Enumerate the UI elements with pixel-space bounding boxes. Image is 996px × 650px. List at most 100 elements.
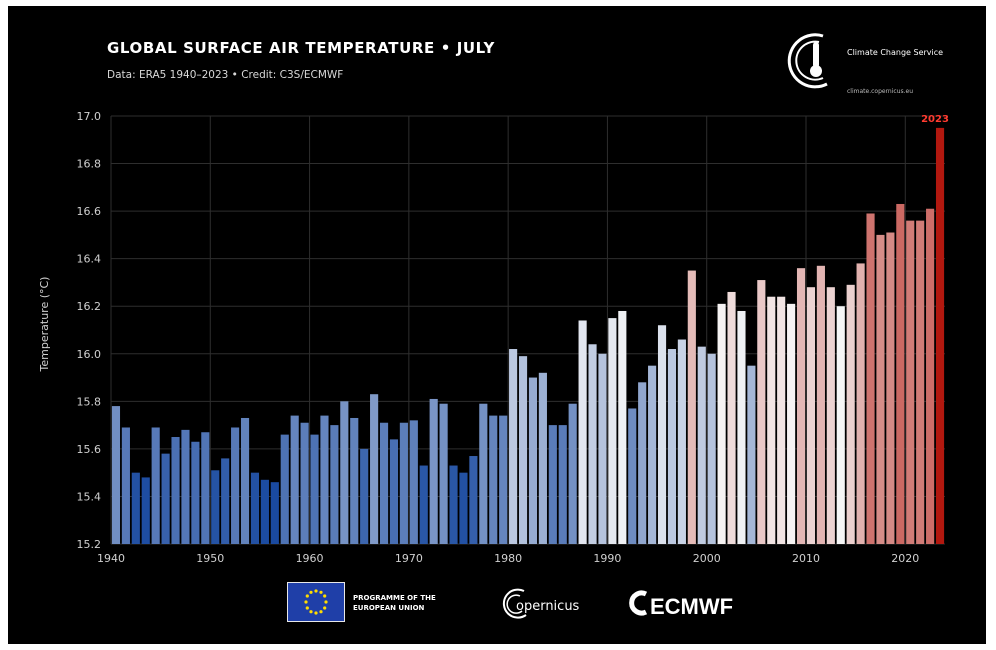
bar-1943	[141, 477, 150, 544]
bar-2019	[896, 203, 905, 544]
bar-1963	[340, 401, 349, 544]
bar-2000	[707, 353, 716, 544]
bar-1951	[221, 458, 230, 544]
eu-flag-icon	[287, 582, 345, 622]
bar-1973	[439, 403, 448, 544]
bar-2002	[727, 291, 736, 544]
bar-1947	[181, 429, 190, 544]
bar-1986	[568, 403, 577, 544]
y-tick-label: 16.4	[77, 253, 102, 266]
bar-1993	[638, 382, 647, 544]
bar-2008	[787, 303, 796, 544]
bar-1974	[449, 465, 458, 544]
x-tick-label: 1940	[97, 552, 125, 565]
climate-change-service-logo: Climate Change Service climate.copernicu…	[783, 24, 973, 104]
bar-1964	[350, 417, 359, 544]
bar-2010	[806, 287, 816, 544]
y-tick-label: 15.8	[77, 395, 102, 408]
bar-1981	[518, 356, 528, 544]
bar-1976	[469, 456, 478, 544]
x-tick-label: 1960	[296, 552, 324, 565]
bar-1996	[667, 349, 677, 544]
bar-2006	[767, 296, 776, 544]
bar-1982	[528, 377, 538, 544]
bar-1971	[419, 465, 428, 544]
x-tick-label: 2010	[792, 552, 820, 565]
bar-1975	[459, 472, 468, 544]
bar-1960	[310, 434, 319, 544]
bar-1949	[201, 432, 210, 544]
x-tick-label: 1950	[196, 552, 224, 565]
bar-1969	[399, 422, 408, 544]
bar-1972	[429, 398, 438, 544]
bar-1945	[161, 453, 170, 544]
bar-1980	[509, 349, 518, 544]
eu-programme-text: PROGRAMME OF THE EUROPEAN UNION	[353, 594, 436, 612]
bar-2007	[777, 296, 786, 544]
bar-1946	[171, 437, 180, 544]
y-axis-label: Temperature (°C)	[38, 277, 51, 373]
bar-1965	[360, 448, 369, 544]
chart-frame: 17.0 16.8 16.6 16.4 16.2 16.0 15.8 15.6 15.4 15.2…	[8, 6, 986, 644]
bar-2022	[926, 208, 935, 544]
bar-2005	[757, 280, 766, 544]
bar-2011	[816, 265, 825, 544]
x-tick-label: 1980	[494, 552, 522, 565]
y-tick-label: 15.4	[77, 490, 102, 503]
brand-url: climate.copernicus.eu	[847, 88, 914, 95]
grid	[110, 115, 945, 545]
ecmwf-wordmark: ECMWF	[650, 594, 734, 619]
bar-2021	[916, 220, 925, 544]
highlight-year-label: 2023	[921, 114, 949, 125]
bar-2015	[856, 263, 865, 544]
bar-2017	[876, 234, 885, 544]
bar-2023	[935, 127, 945, 544]
y-tick-label: 15.6	[77, 443, 102, 456]
y-tick-label: 16.0	[77, 348, 102, 361]
bar-1991	[618, 310, 627, 544]
bar-2009	[796, 268, 806, 544]
bar-1952	[231, 427, 240, 544]
bar-1989	[598, 353, 607, 544]
bar-2004	[747, 365, 756, 544]
bar-1992	[628, 408, 637, 544]
thermometer-logo-icon	[787, 33, 828, 89]
ecmwf-logo: ECMWF	[626, 588, 786, 624]
bar-1953	[240, 417, 250, 544]
bars	[111, 127, 945, 544]
bar-1998	[687, 270, 696, 544]
bar-1956	[270, 482, 279, 544]
bar-2001	[717, 303, 726, 544]
bar-2016	[866, 213, 875, 544]
bar-1987	[578, 320, 587, 544]
bar-1961	[320, 415, 329, 544]
bar-1970	[409, 420, 418, 544]
y-tick-label: 16.6	[77, 205, 102, 218]
copernicus-wordmark: opernicus	[516, 599, 580, 614]
chart-subtitle: Data: ERA5 1940–2023 • Credit: C3S/ECMWF	[107, 69, 344, 81]
bar-1942	[131, 472, 140, 544]
bar-1944	[151, 427, 160, 544]
ecmwf-mark-icon	[629, 590, 648, 616]
bar-1999	[697, 346, 706, 544]
bar-1990	[608, 318, 617, 544]
y-tick-label: 15.2	[77, 538, 102, 551]
bar-1958	[290, 415, 299, 544]
bar-2014	[846, 284, 855, 544]
bar-1954	[250, 472, 260, 544]
bar-1959	[300, 422, 309, 544]
copernicus-logo: opernicus	[500, 585, 600, 621]
bar-1955	[260, 479, 269, 544]
brand-name: Climate Change Service	[847, 48, 944, 57]
axis-ticks: 17.0 16.8 16.6 16.4 16.2 16.0 15.8 15.6 15.4 15.2…	[77, 110, 920, 565]
copernicus-swirl-icon	[502, 588, 527, 619]
bar-chart: 17.0 16.8 16.6 16.4 16.2 16.0 15.8 15.6 15.4 15.2…	[38, 110, 949, 565]
bar-2018	[886, 232, 895, 544]
bar-1995	[657, 325, 667, 544]
bar-1948	[191, 441, 200, 544]
y-tick-label: 16.2	[77, 300, 102, 313]
bar-1962	[330, 425, 339, 544]
bar-1941	[121, 427, 130, 544]
bar-1978	[489, 415, 498, 544]
y-tick-label: 17.0	[77, 110, 102, 123]
